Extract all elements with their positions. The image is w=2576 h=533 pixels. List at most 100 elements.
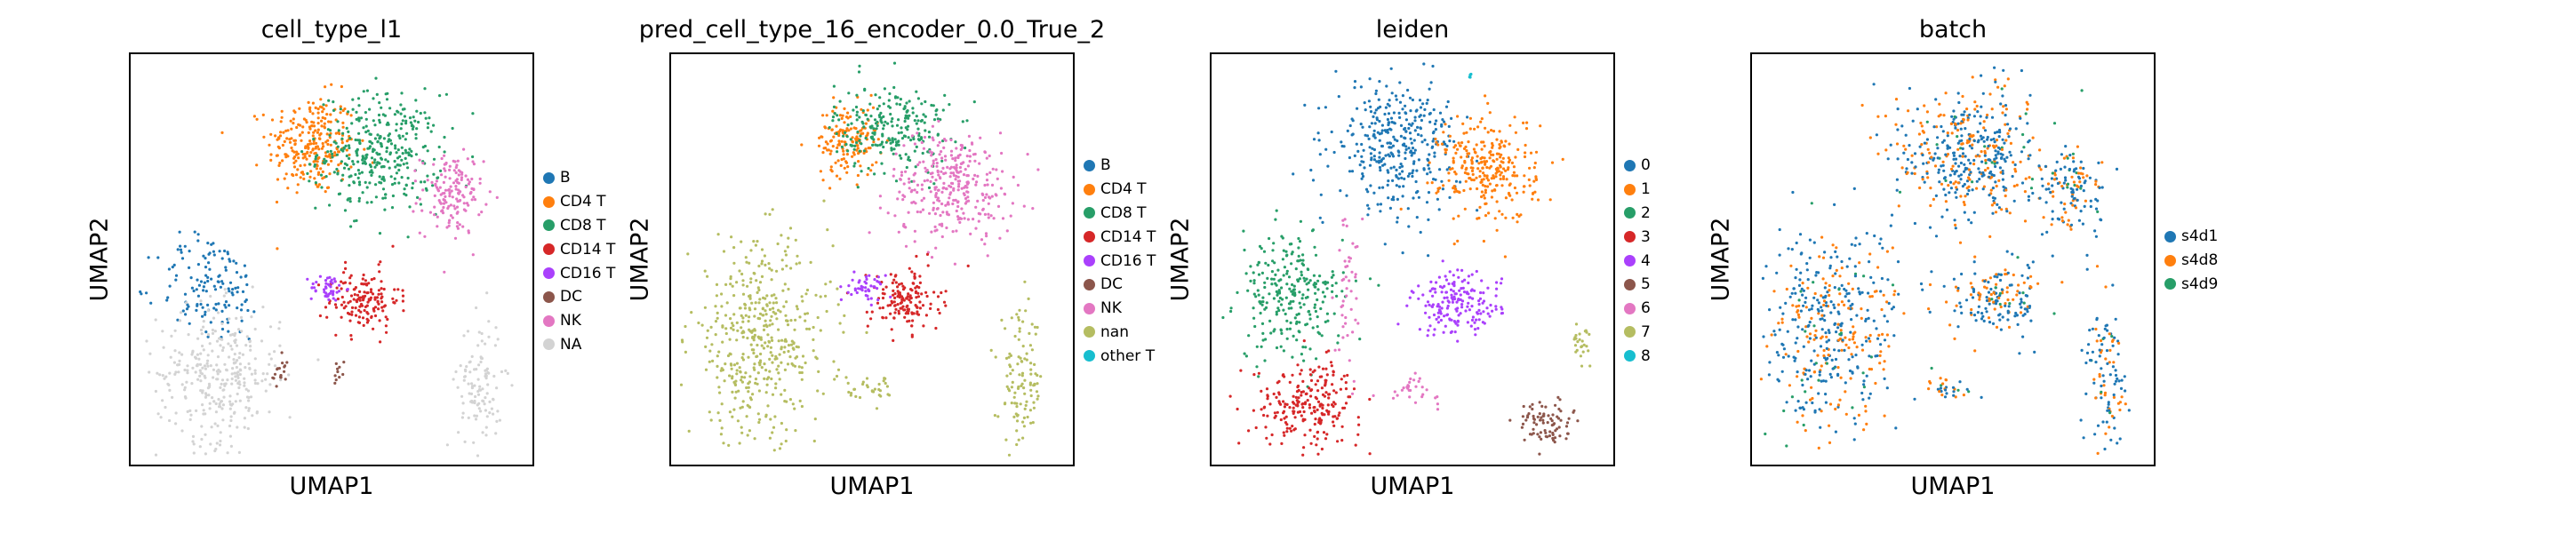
data-point xyxy=(229,418,233,423)
data-point xyxy=(1925,138,1929,141)
data-point xyxy=(1959,127,1963,131)
data-point xyxy=(778,353,781,356)
data-point xyxy=(753,368,756,371)
data-point xyxy=(283,177,286,180)
data-point xyxy=(1454,307,1458,311)
data-point xyxy=(324,104,328,107)
data-point xyxy=(166,296,170,299)
data-point xyxy=(1324,384,1327,387)
data-point xyxy=(324,85,327,89)
data-point xyxy=(966,218,970,221)
data-point xyxy=(964,146,967,150)
data-point xyxy=(1413,129,1417,132)
data-point xyxy=(1298,410,1302,414)
data-point xyxy=(835,174,839,178)
data-point xyxy=(148,370,151,374)
data-point xyxy=(1270,277,1274,281)
data-point xyxy=(405,131,409,135)
data-point xyxy=(836,287,839,290)
data-point xyxy=(939,213,942,218)
data-point xyxy=(375,92,379,96)
data-point xyxy=(1020,360,1023,363)
data-point xyxy=(463,368,468,371)
data-point xyxy=(905,101,908,105)
data-point xyxy=(312,286,316,290)
data-point xyxy=(1972,163,1976,166)
data-point xyxy=(1579,354,1582,358)
data-point xyxy=(271,376,275,379)
data-point xyxy=(1003,402,1007,406)
data-point xyxy=(832,360,836,363)
data-point xyxy=(398,136,402,140)
data-point xyxy=(279,120,283,123)
data-point xyxy=(846,123,850,127)
data-point xyxy=(966,182,970,186)
data-point xyxy=(241,290,245,293)
data-point xyxy=(460,172,464,176)
data-point xyxy=(1463,161,1467,164)
data-point xyxy=(340,147,343,152)
data-point xyxy=(1476,155,1479,158)
data-point xyxy=(277,163,281,167)
data-point xyxy=(927,135,932,139)
data-point xyxy=(340,179,343,182)
data-point xyxy=(1952,182,1956,186)
data-point xyxy=(363,308,366,313)
data-point xyxy=(787,287,790,291)
scatter-svg xyxy=(1221,62,1592,457)
data-point xyxy=(2004,104,2008,107)
data-point xyxy=(780,393,783,396)
data-point xyxy=(718,418,722,422)
data-point xyxy=(1457,314,1460,317)
data-point xyxy=(233,353,236,356)
data-point xyxy=(1396,322,1400,326)
data-point xyxy=(824,147,828,150)
data-point xyxy=(1300,390,1303,394)
data-point xyxy=(322,161,325,164)
data-point xyxy=(831,115,836,119)
data-point xyxy=(900,137,905,140)
data-point xyxy=(1341,336,1345,339)
data-point xyxy=(938,223,941,227)
data-point xyxy=(1387,171,1390,174)
data-point xyxy=(1482,239,1485,243)
data-point xyxy=(324,159,328,163)
data-point xyxy=(1031,207,1035,211)
data-point xyxy=(1346,129,1349,132)
data-point xyxy=(858,149,861,153)
data-point xyxy=(372,327,375,330)
data-point xyxy=(1392,198,1396,202)
data-point xyxy=(899,301,902,305)
data-point xyxy=(1970,221,1973,225)
data-point xyxy=(1472,147,1476,151)
data-point xyxy=(1379,203,1383,206)
data-point xyxy=(391,244,395,248)
data-point xyxy=(825,309,828,314)
data-point xyxy=(873,278,876,282)
data-point xyxy=(1325,433,1329,436)
data-point xyxy=(211,328,214,332)
data-point xyxy=(172,361,176,364)
data-point xyxy=(1291,425,1294,428)
data-point xyxy=(458,223,461,227)
data-point xyxy=(1262,250,1267,253)
data-point xyxy=(462,334,466,338)
data-point xyxy=(1401,170,1404,173)
data-point xyxy=(324,279,328,282)
data-point xyxy=(365,153,369,156)
data-point xyxy=(1292,406,1295,410)
data-point xyxy=(886,393,890,396)
data-point xyxy=(760,248,764,251)
data-point xyxy=(862,125,866,129)
data-point xyxy=(231,293,235,297)
data-point xyxy=(241,353,244,356)
data-point xyxy=(720,292,724,296)
data-point xyxy=(384,324,388,328)
data-point xyxy=(964,184,967,188)
data-point xyxy=(386,317,389,322)
data-point xyxy=(1340,140,1343,144)
data-point xyxy=(1024,309,1028,313)
data-point xyxy=(1499,177,1502,181)
data-point xyxy=(225,368,228,371)
data-point xyxy=(198,445,202,449)
